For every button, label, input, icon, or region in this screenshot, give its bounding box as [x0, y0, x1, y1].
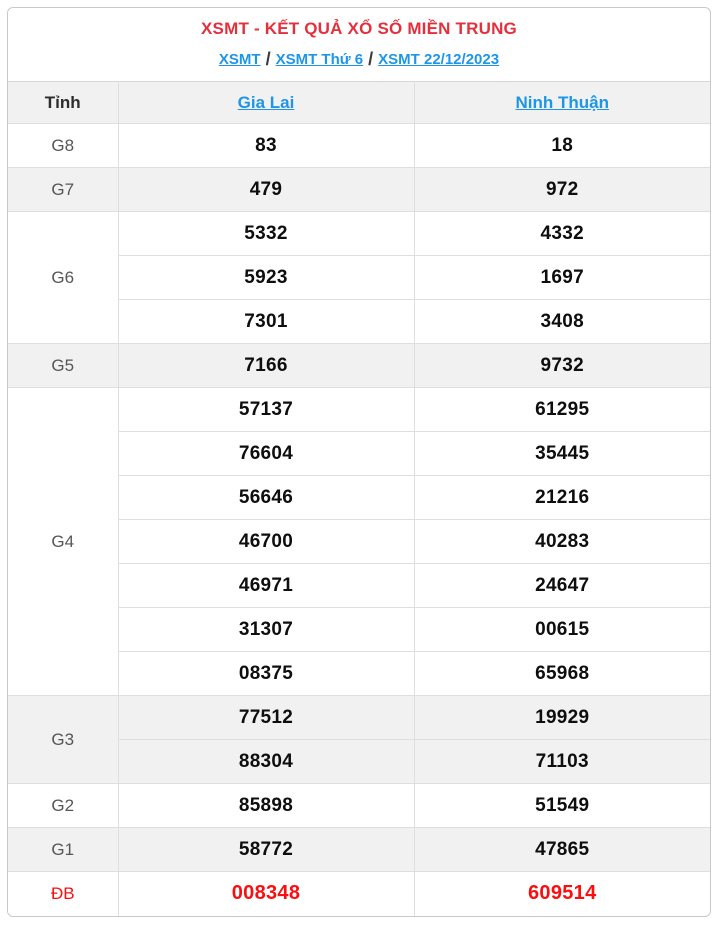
table-header-row: Tỉnh Gia Lai Ninh Thuận [8, 81, 710, 124]
breadcrumb-separator: / [265, 49, 271, 69]
result-cell: 609514 [413, 871, 710, 916]
result-cell: 35445 [413, 431, 710, 476]
breadcrumb-separator: / [368, 49, 374, 69]
table-row: G6 5332 4332 [8, 211, 710, 344]
table-row: 5923 1697 [8, 255, 710, 300]
prize-label: G5 [8, 343, 119, 388]
breadcrumb-link-xsmt-thu-6[interactable]: XSMT Thứ 6 [275, 51, 364, 68]
prize-label: G4 [8, 387, 119, 696]
breadcrumb-link-xsmt[interactable]: XSMT [218, 51, 261, 68]
result-cell: 83 [117, 123, 415, 168]
result-cell: 31307 [118, 607, 415, 652]
result-cell: 77512 [117, 695, 415, 740]
result-cell: 46700 [118, 519, 415, 564]
prize-label: G2 [8, 783, 119, 828]
result-cell: 21216 [413, 475, 710, 520]
result-cell: 08375 [118, 651, 415, 696]
table-row: ĐB 008348 609514 [8, 871, 710, 916]
result-cell: 7301 [118, 299, 415, 344]
result-cell: 51549 [413, 783, 710, 828]
result-cell: 57137 [117, 387, 415, 432]
result-cell: 56646 [118, 475, 415, 520]
table-row: 31307 00615 [8, 607, 710, 652]
lottery-results-widget: XSMT - KẾT QUẢ XỔ SỐ MIỀN TRUNG XSMT / XSM… [7, 7, 711, 917]
table-row: G5 7166 9732 [8, 343, 710, 388]
table-row: 56646 21216 [8, 475, 710, 520]
result-cell: 61295 [413, 387, 710, 432]
result-cell: 46971 [118, 563, 415, 608]
breadcrumb: XSMT / XSMT Thứ 6/XSMT 22/12/2023 [8, 39, 710, 81]
result-cell: 7166 [117, 343, 415, 388]
breadcrumb-link-xsmt-date[interactable]: XSMT 22/12/2023 [378, 51, 500, 68]
result-cell: 5923 [118, 255, 415, 300]
result-cell: 18 [413, 123, 710, 168]
prize-label: G8 [8, 123, 119, 168]
table-row: G3 77512 19929 [8, 695, 710, 784]
result-cell: 008348 [117, 871, 415, 916]
prize-label: ĐB [8, 871, 119, 916]
result-cell: 47865 [413, 827, 710, 872]
prize-label: G1 [8, 827, 119, 872]
column-header-gia-lai: Gia Lai [117, 81, 415, 124]
result-cell: 1697 [413, 255, 710, 300]
column-header-gia-lai-link[interactable]: Gia Lai [237, 92, 295, 112]
prize-label: G6 [8, 211, 119, 344]
result-cell: 85898 [117, 783, 415, 828]
column-header-tinh: Tỉnh [8, 81, 119, 124]
table-row: G4 57137 61295 [8, 387, 710, 696]
result-cell: 71103 [413, 739, 710, 784]
result-cell: 19929 [413, 695, 710, 740]
result-cell: 00615 [413, 607, 710, 652]
result-cell: 972 [413, 167, 710, 212]
column-header-ninh-thuan: Ninh Thuận [413, 81, 710, 124]
table-row: G7 479 972 [8, 167, 710, 212]
result-cell: 88304 [118, 739, 415, 784]
table-row: G1 58772 47865 [8, 827, 710, 872]
result-cell: 4332 [413, 211, 710, 256]
column-header-ninh-thuan-link[interactable]: Ninh Thuận [515, 92, 609, 112]
result-cell: 5332 [117, 211, 415, 256]
table-row: 46971 24647 [8, 563, 710, 608]
result-cell: 479 [117, 167, 415, 212]
results-table: Tỉnh Gia Lai Ninh Thuận G8 83 18 G7 479 972 G6… [8, 81, 710, 916]
table-row: 88304 71103 [8, 739, 710, 784]
result-cell: 9732 [413, 343, 710, 388]
table-row: 08375 65968 [8, 651, 710, 696]
prize-label: G7 [8, 167, 119, 212]
table-row: G8 83 18 [8, 123, 710, 168]
widget-header: XSMT - KẾT QUẢ XỔ SỐ MIỀN TRUNG XSMT / XSM… [8, 8, 710, 81]
result-cell: 65968 [413, 651, 710, 696]
page-title: XSMT - KẾT QUẢ XỔ SỐ MIỀN TRUNG [201, 19, 517, 38]
result-cell: 3408 [413, 299, 710, 344]
prize-label: G3 [8, 695, 119, 784]
table-row: G2 85898 51549 [8, 783, 710, 828]
result-cell: 40283 [413, 519, 710, 564]
result-cell: 76604 [118, 431, 415, 476]
table-row: 46700 40283 [8, 519, 710, 564]
result-cell: 58772 [117, 827, 415, 872]
result-cell: 24647 [413, 563, 710, 608]
